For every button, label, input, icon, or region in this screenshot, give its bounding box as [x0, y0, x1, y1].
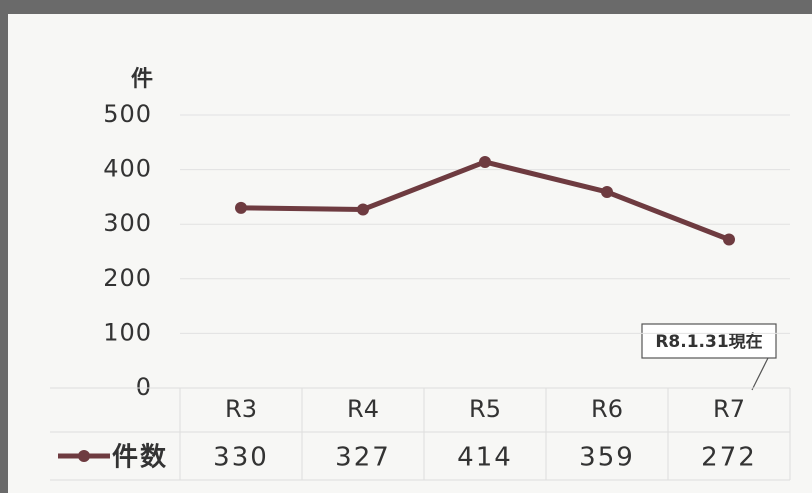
x-tick-label: R7: [713, 395, 745, 423]
table-value: 330: [213, 443, 269, 473]
y-tick-label: 400: [103, 155, 152, 183]
table-value: 272: [701, 443, 757, 473]
y-tick-label: 100: [103, 318, 152, 346]
legend-label: 件数: [112, 443, 168, 473]
annotation-leader: [751, 357, 769, 391]
point: [723, 233, 735, 246]
x-tick-label: R4: [347, 395, 379, 423]
point: [479, 155, 491, 168]
panel: [8, 14, 812, 493]
annotation-box: [641, 323, 777, 359]
table-value: 327: [335, 443, 391, 473]
point: [235, 201, 247, 214]
table-value: 414: [457, 443, 513, 473]
x-tick-label: R5: [469, 395, 501, 423]
y-tick-label: 500: [103, 100, 152, 128]
legend-marker: [78, 450, 90, 462]
point: [601, 185, 613, 198]
y-unit: 件: [131, 67, 153, 92]
y-tick-label: 300: [103, 209, 152, 237]
table-value: 359: [579, 443, 635, 473]
y-tick-label: 0: [136, 373, 152, 401]
annotation: R8.1.31現在: [655, 331, 762, 352]
x-tick-label: R3: [225, 395, 257, 423]
point: [357, 203, 369, 216]
y-tick-label: 200: [103, 264, 152, 292]
x-tick-label: R6: [591, 395, 623, 423]
